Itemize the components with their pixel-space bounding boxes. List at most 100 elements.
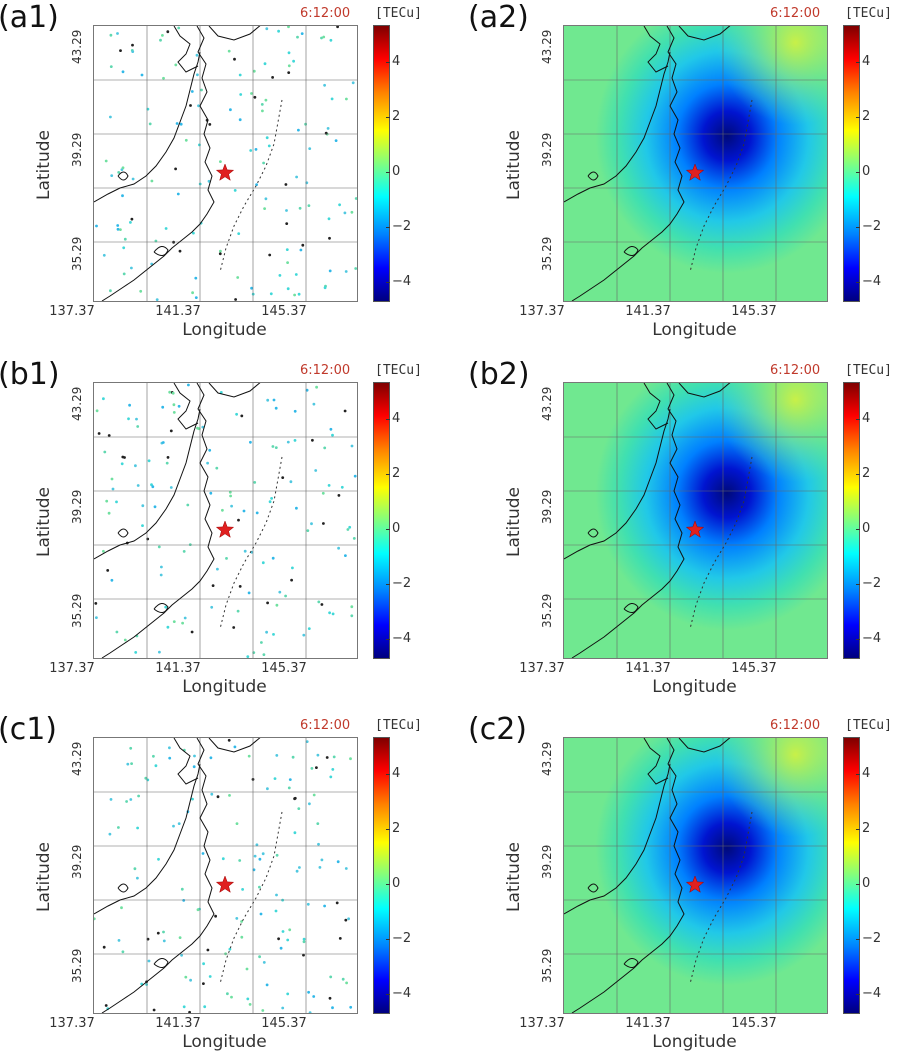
- colorbar-tick-label: −2: [392, 931, 412, 946]
- coastline: [571, 383, 685, 658]
- gnss-station-dot: [285, 222, 289, 226]
- map-panel: (a2) 6:12:00 [TECu] 43.29 39.29 35.29 Latitude…: [468, 0, 900, 340]
- colorbar-tick-mark: [856, 774, 860, 775]
- gnss-station-dot: [225, 557, 228, 560]
- gnss-station-dot: [305, 740, 309, 743]
- gnss-station-dot: [94, 602, 98, 605]
- gnss-station-dot: [116, 224, 120, 227]
- gnss-station-dot: [230, 995, 233, 999]
- gnss-station-dot: [246, 655, 250, 658]
- gnss-station-dot: [255, 183, 258, 187]
- gnss-station-dot: [168, 390, 172, 394]
- gnss-station-dot: [106, 569, 110, 572]
- gnss-station-dot: [94, 917, 96, 921]
- gnss-station-dot: [104, 159, 108, 163]
- y-axis-label: Latitude: [34, 487, 54, 557]
- tec-field-high: [564, 26, 827, 301]
- gnss-station-dot: [249, 440, 252, 444]
- gnss-station-dot: [275, 754, 279, 757]
- map-canvas: [94, 383, 357, 658]
- lake-outline: [587, 883, 599, 893]
- gnss-station-dot: [159, 38, 162, 42]
- coastline: [208, 738, 261, 753]
- gnss-station-dot: [316, 822, 320, 825]
- coastline: [94, 763, 201, 915]
- colorbar-tick-label: −4: [862, 631, 882, 646]
- y-axis-label: Latitude: [504, 130, 524, 200]
- gnss-station-dot: [131, 50, 135, 53]
- gnss-station-dot: [270, 497, 273, 500]
- gnss-station-dot: [264, 98, 268, 102]
- gnss-station-dot: [238, 859, 242, 862]
- colorbar-tick-label: 0: [392, 876, 401, 891]
- y-tick-label: 39.29: [540, 844, 554, 880]
- gnss-station-dot: [228, 794, 231, 797]
- gnss-station-dot: [310, 522, 313, 526]
- gnss-station-dot: [253, 854, 257, 858]
- gnss-station-dot: [166, 30, 170, 34]
- gnss-station-dot: [288, 928, 292, 932]
- gnss-station-dot: [232, 626, 236, 629]
- gnss-station-dot: [240, 920, 244, 923]
- y-tick-label: 35.29: [540, 948, 554, 984]
- gnss-station-dot: [121, 194, 124, 198]
- map-canvas: [94, 738, 357, 1013]
- gnss-station-dot: [188, 543, 192, 546]
- y-tick-label: 39.29: [540, 489, 554, 525]
- gnss-station-dot: [288, 778, 292, 781]
- colorbar-tick-label: 4: [392, 54, 401, 69]
- lake-outline: [117, 883, 129, 893]
- gnss-station-dot: [107, 434, 111, 437]
- tec-field-high: [564, 738, 827, 1013]
- panel-label: (a2): [468, 0, 529, 35]
- gnss-station-dot: [121, 950, 125, 954]
- colorbar: [373, 25, 390, 302]
- gnss-station-dot: [350, 444, 354, 448]
- gnss-station-dot: [120, 462, 124, 466]
- gnss-station-dot: [189, 104, 192, 107]
- coastline: [643, 26, 669, 73]
- gnss-station-dot: [308, 802, 311, 806]
- gnss-station-dot: [131, 177, 135, 181]
- y-tick-label: 35.29: [70, 236, 84, 272]
- colorbar-tick-mark: [856, 994, 860, 995]
- coastline: [173, 26, 199, 73]
- gnss-station-dot: [327, 217, 331, 221]
- gnss-station-dot: [146, 937, 150, 941]
- y-axis-label: Latitude: [504, 842, 524, 912]
- gnss-station-dot: [109, 33, 113, 37]
- gnss-station-dot: [287, 64, 291, 68]
- gnss-station-dot: [286, 992, 290, 996]
- gnss-station-dot: [258, 857, 262, 861]
- lake-outline: [587, 171, 599, 181]
- colorbar-tick-label: 4: [392, 411, 401, 426]
- gnss-station-dot: [117, 939, 121, 942]
- gnss-station-dot: [95, 409, 99, 413]
- x-tick-label: 141.37: [155, 1016, 201, 1031]
- gnss-station-dot: [151, 485, 155, 489]
- lake-outline: [587, 528, 599, 538]
- gnss-station-dot: [115, 630, 119, 634]
- gnss-station-dot: [326, 127, 330, 130]
- coastline: [173, 738, 199, 785]
- colorbar-tick-label: 4: [862, 54, 871, 69]
- gnss-station-dot: [219, 160, 222, 164]
- gnss-station-dot: [323, 83, 326, 87]
- colorbar-tick-label: −4: [392, 986, 412, 1001]
- gnss-station-dot: [123, 638, 127, 642]
- coastline: [94, 51, 201, 203]
- gnss-station-dot: [272, 398, 276, 402]
- gnss-station-dot: [122, 272, 126, 276]
- gnss-station-dot: [153, 505, 157, 509]
- gnss-station-dot: [147, 959, 151, 963]
- gnss-station-dot: [161, 34, 164, 37]
- map-plot-area: [563, 25, 828, 302]
- gnss-station-dot: [295, 506, 298, 510]
- gnss-station-dot: [210, 792, 214, 796]
- gnss-station-dot: [240, 935, 244, 939]
- gnss-station-dot: [331, 1006, 334, 1010]
- x-axis-label: Longitude: [182, 320, 267, 340]
- gnss-station-dot: [346, 528, 350, 531]
- gnss-station-dot: [291, 566, 294, 570]
- colorbar-tick-mark: [386, 529, 390, 530]
